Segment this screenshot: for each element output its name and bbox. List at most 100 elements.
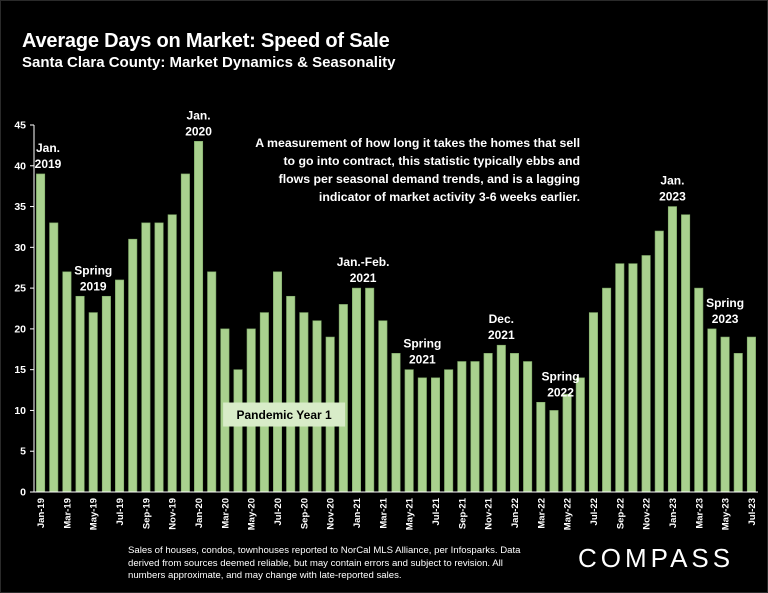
bar-Feb-23 [681,214,691,493]
bar-Aug-19 [128,238,138,493]
annotation-label: 2022 [547,385,574,399]
annotation-label: Jan. [187,108,211,122]
badge-label: Pandemic Year 1 [237,408,333,422]
x-tick-label: May-22 [563,498,574,530]
bar-Dec-20 [338,304,348,493]
x-tick-label: Mar-23 [694,498,705,529]
annotation-label: 2023 [659,190,686,204]
y-tick-label: 15 [14,364,26,376]
x-tick-label: Jul-21 [431,497,442,525]
x-tick-label: Jan-23 [668,498,679,528]
bar-Dec-22 [654,230,664,493]
y-tick-label: 10 [14,405,26,417]
y-tick-label: 45 [14,120,26,132]
annotation-label: Spring [706,296,744,310]
bar-Feb-21 [365,287,375,493]
chart-title: Average Days on Market: Speed of Sale [22,30,390,52]
x-tick-label: Sep-20 [299,498,310,529]
bar-May-21 [404,369,414,493]
annotation-label: Jan. [36,141,60,155]
bar-Jan-23 [667,206,677,493]
description-text: A measurement of how long it takes the h… [255,136,580,204]
x-tick-label: Jan-20 [194,498,205,528]
annotation-label: 2021 [350,271,377,285]
bar-Jan-20 [194,141,204,493]
x-tick-label: Nov-19 [168,498,179,530]
bar-Jun-21 [417,377,427,493]
x-tick-label: Nov-22 [642,498,653,530]
bar-Feb-20 [207,271,217,493]
x-tick-label: Jan-21 [352,497,363,528]
bar-Jun-23 [733,353,743,493]
bar-Nov-22 [641,255,651,493]
y-tick-label: 5 [20,446,26,458]
annotation-label: Dec. [489,312,514,326]
y-tick-label: 25 [14,283,26,295]
x-tick-label: Jan-22 [510,498,521,528]
x-tick-label: Mar-20 [220,498,231,529]
bar-Mar-22 [536,401,546,493]
x-tick-label: Jul-22 [589,498,600,525]
bar-Jun-20 [259,312,269,493]
annotation-label: 2023 [712,312,739,326]
bar-Nov-21 [483,353,493,493]
x-tick-label: Mar-19 [62,498,73,529]
x-tick-label: May-23 [721,498,732,530]
bar-Sep-22 [615,263,625,493]
bar-Aug-21 [444,369,454,493]
bar-Dec-19 [180,173,190,493]
y-tick-label: 0 [20,487,26,499]
x-tick-label: Jan-19 [36,498,47,528]
x-tick-label: Jul-20 [273,498,284,525]
bar-Jan-21 [352,287,362,493]
bar-Sep-21 [457,361,467,493]
x-tick-label: Nov-21 [484,497,495,529]
x-tick-label: Sep-22 [615,498,626,529]
annotation-label: 2020 [185,124,212,138]
x-axis: Jan-19 Mar-19 May-19 Jul-19 Sep-19 Nov-19 Jan-… [34,491,758,530]
bar-Feb-22 [523,361,533,493]
bar-Dec-21 [496,344,506,493]
annotation-label: Spring [542,369,580,383]
annotation-label: Spring [403,337,441,351]
x-tick-label: Mar-21 [378,497,389,528]
x-tick-label: Nov-20 [326,498,337,530]
badge-box [223,402,346,427]
bar-Mar-19 [62,271,72,493]
bar-Apr-20 [233,369,243,493]
bar-Jan-19 [36,173,46,493]
bar-Mar-21 [378,320,388,493]
bar-May-19 [88,312,98,493]
annotation-label: Jan. [660,174,684,188]
bar-Oct-22 [628,263,638,493]
y-tick-label: 40 [14,160,26,172]
x-tick-label: Jul-23 [747,498,758,525]
bar-Sep-19 [141,222,151,493]
bar-Aug-22 [602,287,612,493]
annotations: Jan. 2019 Spring 2019 Jan. 2020 Jan.-Feb. 2021 S… [35,108,744,399]
bar-Oct-21 [470,361,480,493]
footnote: Sales of houses, condos, townhouses repo… [128,545,521,581]
bar-Feb-19 [49,222,59,493]
bar-Jul-22 [588,312,598,493]
bar-Nov-19 [167,214,177,493]
bar-Apr-19 [75,295,85,493]
y-tick-label: 30 [14,242,26,254]
bar-Jun-22 [575,377,585,493]
bar-Jul-20 [273,271,283,493]
bar-Jun-19 [101,295,111,493]
x-tick-label: Mar-22 [536,498,547,529]
chart-subtitle: Santa Clara County: Market Dynamics & Se… [22,54,396,71]
bar-Apr-22 [549,410,559,493]
annotation-label: 2019 [35,157,62,171]
bar-Oct-19 [154,222,164,493]
annotation-label: 2021 [488,328,515,342]
bar-Jul-19 [115,279,125,493]
bars [36,141,756,493]
pandemic-badge: Pandemic Year 1 [223,402,346,427]
bar-Jan-22 [509,353,519,493]
bar-Sep-20 [299,312,309,493]
x-tick-label: May-21 [405,497,416,530]
bar-Jul-23 [746,336,756,493]
